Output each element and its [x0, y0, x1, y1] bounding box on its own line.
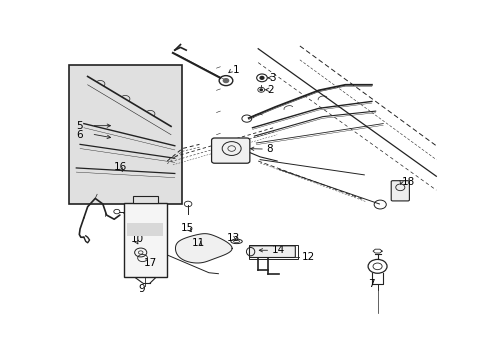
Text: 8: 8	[265, 144, 272, 154]
Text: 4: 4	[122, 208, 129, 218]
Text: 7: 7	[367, 279, 374, 289]
Text: 12: 12	[301, 252, 314, 262]
Text: 14: 14	[271, 245, 284, 255]
Bar	[123, 203, 167, 278]
Text: 9: 9	[138, 284, 144, 294]
Text: 2: 2	[267, 85, 274, 95]
Text: 15: 15	[180, 223, 193, 233]
Text: 11: 11	[191, 238, 204, 248]
Bar	[127, 223, 163, 236]
Text: 18: 18	[401, 177, 414, 187]
Circle shape	[223, 79, 228, 82]
Text: 5: 5	[76, 121, 83, 131]
Text: 16: 16	[114, 162, 127, 172]
Text: 6: 6	[76, 130, 83, 140]
FancyBboxPatch shape	[211, 138, 249, 163]
Circle shape	[260, 89, 262, 91]
Text: 17: 17	[143, 258, 157, 268]
Bar	[133, 197, 158, 203]
Bar	[68, 66, 182, 204]
Text: 3: 3	[269, 73, 276, 83]
FancyBboxPatch shape	[249, 246, 295, 257]
Bar	[248, 245, 297, 258]
Circle shape	[260, 76, 264, 79]
Text: 1: 1	[232, 64, 239, 75]
Polygon shape	[175, 234, 232, 263]
Text: 13: 13	[226, 233, 240, 243]
Text: 10: 10	[131, 234, 144, 244]
FancyBboxPatch shape	[390, 181, 408, 201]
